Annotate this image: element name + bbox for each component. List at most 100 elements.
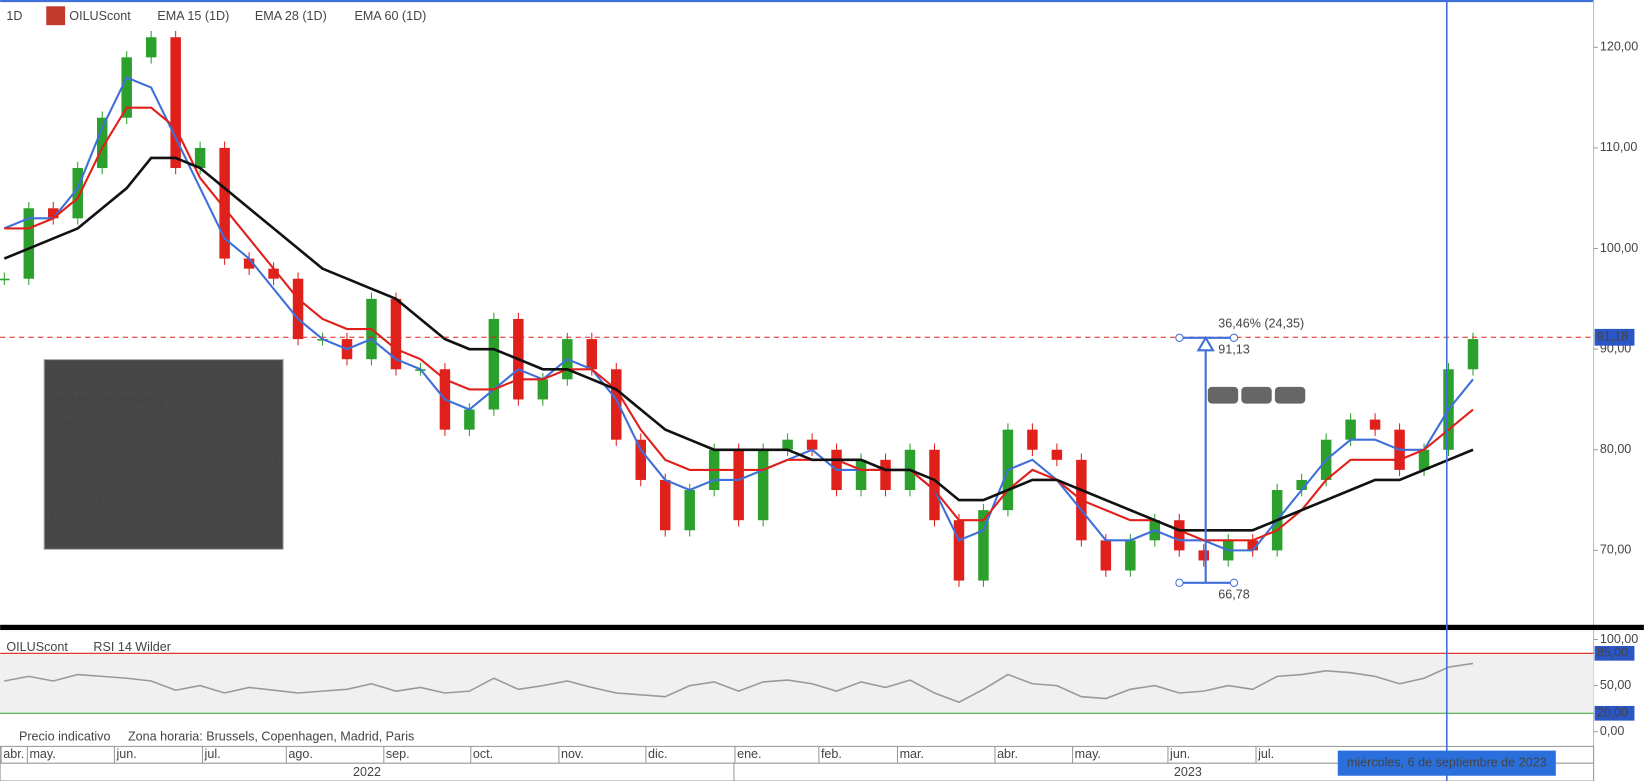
rsi-name: RSI 14 Wilder	[93, 640, 171, 654]
legend-ema15: EMA 15 (1D)	[157, 9, 229, 23]
measure-handle	[1229, 333, 1239, 342]
candle	[855, 459, 867, 491]
ema-line	[4, 106, 1474, 542]
tooltip	[43, 359, 284, 550]
candle	[978, 510, 989, 581]
tooltip-value: 85,91	[248, 453, 279, 467]
measure-change: 36,46% (24,35)	[1218, 316, 1304, 330]
month-label: jul.	[1257, 747, 1274, 761]
last-price-box	[1594, 328, 1635, 346]
rsi-level-box	[1594, 645, 1635, 661]
tooltip-value: 87,56	[248, 472, 279, 486]
legend-ema28: EMA 28 (1D)	[255, 9, 327, 23]
candle	[268, 268, 279, 279]
candle	[292, 278, 304, 340]
tool-button	[1274, 386, 1306, 404]
month-label: nov.	[561, 747, 584, 761]
tooltip-title: OILUScont (Oferta)	[50, 394, 164, 408]
month-label: mar.	[900, 747, 924, 761]
candle	[1369, 419, 1381, 430]
tooltip-label: Cerrar	[50, 472, 86, 486]
candle	[757, 449, 769, 521]
candle	[635, 439, 646, 480]
y-tick-label: 120,00	[1600, 40, 1638, 54]
candle	[48, 208, 59, 219]
month-label: may.	[1075, 747, 1101, 761]
rsi-tick-label: 50,00	[1600, 678, 1631, 692]
symbol: OILUScont	[69, 9, 131, 23]
symbol-icon	[46, 6, 66, 26]
measure-arrowhead	[1196, 335, 1215, 352]
month-label: jul.	[204, 747, 221, 761]
candle	[953, 520, 965, 581]
candle	[488, 318, 500, 410]
tooltip-value: 88,05	[248, 435, 279, 449]
month-label: feb.	[821, 747, 842, 761]
tooltip-label: Apertura	[50, 416, 98, 430]
y-tick-label: 110,00	[1600, 140, 1638, 154]
year-label: 2022	[353, 765, 381, 779]
tool-button	[1207, 386, 1239, 404]
tool-button	[1241, 386, 1272, 404]
year-label: 2023	[1174, 765, 1202, 779]
rsi-band	[0, 653, 1594, 714]
last-price-label: 91,18	[1597, 330, 1628, 344]
candle	[1345, 419, 1356, 440]
ema-line	[3, 156, 1474, 532]
crosshair-date: miércoles, 6 de septiembre de 2023	[1347, 756, 1547, 770]
measure-handle	[1175, 578, 1184, 587]
candle	[806, 439, 818, 450]
candle	[0, 278, 10, 281]
month-label: may.	[29, 747, 55, 761]
rsi-line	[4, 662, 1474, 704]
candle	[1467, 339, 1479, 370]
month-label: dic.	[648, 747, 668, 761]
ema-line	[3, 76, 1474, 552]
tooltip-label: Bajo	[50, 453, 75, 467]
tooltip-value: 78,84	[248, 528, 279, 542]
candle	[659, 479, 671, 531]
tooltip-date: miércoles, 6 de septiembre de 2023	[50, 371, 250, 385]
month-label: oct.	[473, 747, 493, 761]
candle	[1418, 449, 1430, 470]
candle	[880, 459, 891, 491]
footer-note: Precio indicativo	[19, 729, 110, 743]
month-label: jun.	[115, 747, 136, 761]
candle	[243, 258, 255, 269]
month-label: jun.	[1169, 747, 1190, 761]
month-label: abr.	[3, 747, 24, 761]
candle	[219, 147, 230, 259]
candle	[611, 369, 622, 440]
measure-high-label: 91,13	[1218, 343, 1249, 357]
candle	[733, 449, 744, 521]
measure-low-label: 66,78	[1218, 588, 1249, 602]
rsi-tick-label: 100,00	[1600, 632, 1638, 646]
candle	[1247, 540, 1258, 551]
y-tick-label: 70,00	[1600, 543, 1631, 557]
candle	[1125, 540, 1136, 571]
month-label: abr.	[997, 747, 1018, 761]
tooltip-label: EMA 15 (1D)	[50, 490, 122, 504]
measure-handle	[1229, 578, 1239, 587]
month-label: sep.	[386, 747, 410, 761]
rsi-level-label: 85,00	[1597, 646, 1628, 660]
interval: 1D	[6, 9, 22, 23]
measure-handle	[1175, 333, 1184, 342]
rsi-tick-label: 0,00	[1600, 724, 1624, 738]
candle	[194, 147, 206, 169]
y-tick-label: 80,00	[1600, 442, 1631, 456]
tooltip-value: 81,34	[248, 509, 279, 523]
candle	[1198, 550, 1209, 561]
candle	[96, 117, 108, 169]
tooltip-label: EMA 60 (1D)	[50, 528, 122, 542]
tooltip-value: 86,62	[248, 416, 279, 430]
rsi-symbol: OILUScont	[6, 640, 68, 654]
footer-timezone: Zona horaria: Brussels, Copenhagen, Madr…	[128, 729, 414, 743]
candle	[72, 168, 83, 219]
tooltip-value: 82,85	[248, 490, 279, 504]
legend-ema60: EMA 60 (1D)	[354, 9, 426, 23]
candle	[684, 490, 695, 531]
candle	[170, 37, 181, 169]
y-tick-label: 100,00	[1600, 241, 1638, 255]
